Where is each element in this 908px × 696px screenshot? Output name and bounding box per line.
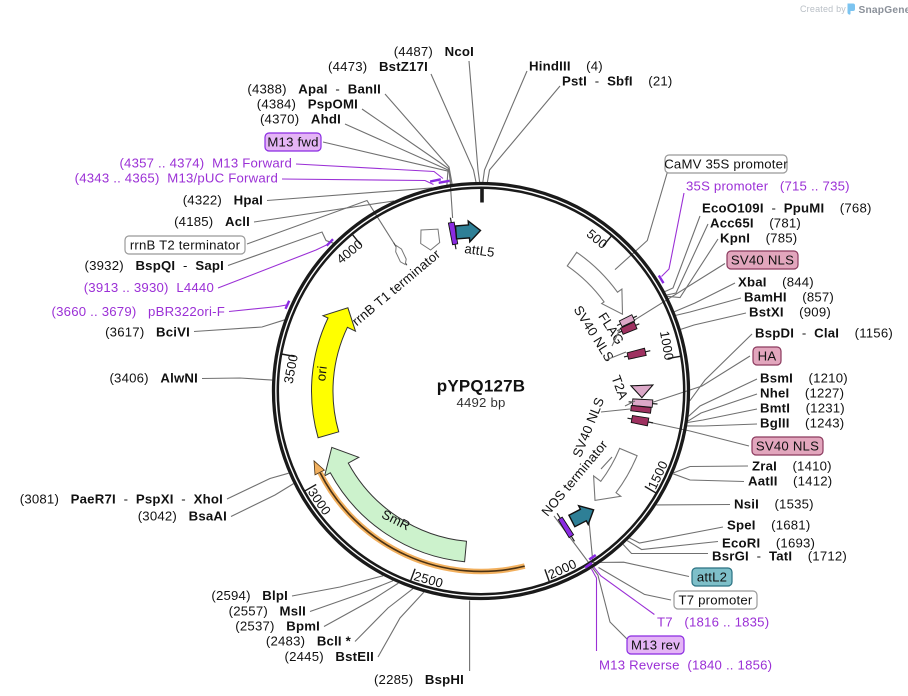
svg-text:(3406) AlwNI: (3406) AlwNI — [109, 371, 198, 386]
svg-text:attL2: attL2 — [697, 570, 727, 585]
svg-text:(3042) BsaAI: (3042) BsaAI — [138, 509, 227, 524]
svg-text:(4473) BstZ17I: (4473) BstZ17I — [328, 59, 428, 74]
svg-text:AatII (1412): AatII (1412) — [748, 474, 832, 489]
svg-text:(2594) BlpI: (2594) BlpI — [211, 588, 288, 603]
svg-text:(2483) BclI *: (2483) BclI * — [266, 634, 352, 649]
svg-text:(2537) BpmI: (2537) BpmI — [235, 619, 320, 634]
svg-text:T7 promoter: T7 promoter — [678, 593, 752, 608]
svg-text:NheI (1227): NheI (1227) — [760, 386, 844, 401]
svg-text:SV40 NLS: SV40 NLS — [731, 253, 794, 268]
svg-text:NsiI (1535): NsiI (1535) — [734, 497, 814, 512]
svg-text:M13 rev: M13 rev — [631, 638, 680, 653]
svg-text:(3660 .. 3679) pBR322ori-F: (3660 .. 3679) pBR322ori-F — [52, 304, 225, 319]
svg-text:pYPQ127B: pYPQ127B — [437, 377, 526, 396]
svg-text:ori: ori — [313, 365, 330, 382]
svg-text:3500: 3500 — [281, 353, 301, 385]
svg-text:BamHI (857): BamHI (857) — [744, 290, 834, 305]
svg-text:4492 bp: 4492 bp — [456, 395, 505, 410]
svg-text:SnapGene: SnapGene — [859, 5, 908, 16]
svg-text:(2557) MslI: (2557) MslI — [229, 604, 306, 619]
svg-text:HindIII (4): HindIII (4) — [529, 59, 603, 74]
svg-text:PstI - SbfI (21): PstI - SbfI (21) — [562, 74, 673, 89]
svg-text:rrnB T2 terminator: rrnB T2 terminator — [130, 238, 241, 253]
svg-text:attL5: attL5 — [464, 241, 496, 260]
svg-text:Created by: Created by — [800, 4, 846, 14]
svg-text:BstXI (909): BstXI (909) — [749, 305, 831, 320]
svg-text:BglII (1243): BglII (1243) — [760, 416, 844, 431]
svg-text:(4185) AclI: (4185) AclI — [174, 214, 250, 229]
svg-text:M13 Reverse (1840 .. 1856): M13 Reverse (1840 .. 1856) — [599, 658, 772, 673]
svg-text:(2445) BstEII: (2445) BstEII — [285, 649, 375, 664]
svg-text:(4384) PspOMI: (4384) PspOMI — [257, 97, 358, 112]
svg-text:(4357 .. 4374) M13 Forward: (4357 .. 4374) M13 Forward — [119, 156, 292, 171]
svg-text:(4322) HpaI: (4322) HpaI — [183, 193, 263, 208]
svg-text:EcoRI (1693): EcoRI (1693) — [722, 536, 815, 551]
svg-text:SpeI (1681): SpeI (1681) — [727, 518, 810, 533]
svg-text:ZraI (1410): ZraI (1410) — [752, 459, 832, 474]
svg-text:1000: 1000 — [657, 330, 677, 362]
svg-text:CaMV 35S promoter: CaMV 35S promoter — [664, 157, 788, 172]
svg-text:BmtI (1231): BmtI (1231) — [760, 401, 845, 416]
svg-text:Acc65I (781): Acc65I (781) — [710, 216, 801, 231]
svg-text:(3081) PaeR7I - PspXI -: (3081) PaeR7I - PspXI - XhoI — [20, 492, 223, 507]
svg-text:(4370) AhdI: (4370) AhdI — [260, 112, 341, 127]
svg-text:(3617) BciVI: (3617) BciVI — [105, 325, 190, 340]
svg-text:KpnI (785): KpnI (785) — [720, 231, 797, 246]
svg-text:(3932) BspQI - SapI: (3932) BspQI - SapI — [85, 258, 224, 273]
svg-text:M13 fwd: M13 fwd — [267, 135, 318, 150]
svg-text:(4388) ApaI - BanII: (4388) ApaI - BanII — [247, 82, 381, 97]
svg-text:BsmI (1210): BsmI (1210) — [760, 371, 848, 386]
svg-text:(4487) NcoI: (4487) NcoI — [394, 44, 474, 59]
svg-text:SV40 NLS: SV40 NLS — [756, 439, 819, 454]
svg-text:XbaI (844): XbaI (844) — [738, 275, 814, 290]
svg-text:(4343 .. 4365) M13/pUC Forwar: (4343 .. 4365) M13/pUC Forward — [75, 171, 278, 186]
svg-text:(2285) BspHI: (2285) BspHI — [374, 672, 464, 687]
svg-text:BsrGI - TatI (1712): BsrGI - TatI (1712) — [712, 549, 847, 564]
svg-text:BspDI - ClaI (1156): BspDI - ClaI (1156) — [755, 326, 893, 341]
svg-text:35S promoter (715 .. 735): 35S promoter (715 .. 735) — [686, 179, 850, 194]
svg-text:(3913 .. 3930) L4440: (3913 .. 3930) L4440 — [84, 280, 214, 295]
svg-text:HA: HA — [758, 349, 777, 364]
svg-text:EcoO109I - PpuMI (768): EcoO109I - PpuMI (768) — [702, 201, 872, 216]
svg-text:T7 (1816 .. 1835): T7 (1816 .. 1835) — [657, 615, 769, 630]
